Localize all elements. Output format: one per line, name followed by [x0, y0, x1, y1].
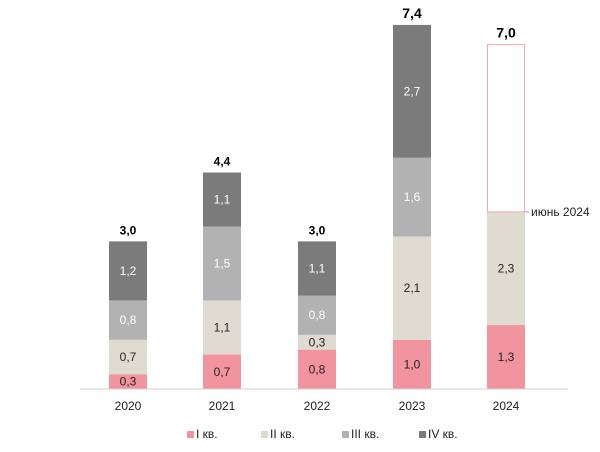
segment-value-label: 1,1	[214, 193, 231, 207]
segment-value-label: 2,3	[498, 261, 515, 275]
segment-value-label: 0,8	[309, 362, 326, 376]
total-value-label: 3,0	[120, 223, 137, 237]
segment-value-label: 0,8	[120, 313, 137, 327]
x-tick-label: 2020	[115, 399, 142, 413]
bar-segment	[298, 295, 336, 335]
x-tick-label: 2024	[493, 399, 520, 413]
bar-segment	[298, 349, 336, 389]
legend-swatch	[261, 431, 268, 438]
bar-segment	[298, 241, 336, 296]
legend-swatch	[342, 431, 349, 438]
segment-value-label: 1,3	[498, 350, 515, 364]
segment-value-label: 2,1	[404, 281, 421, 295]
legend-label: III кв.	[351, 427, 379, 441]
bar-segment	[109, 300, 147, 340]
annotation-label: июнь 2024	[531, 205, 590, 219]
segment-value-label: 1,1	[309, 261, 326, 275]
bar-segment	[203, 354, 241, 389]
segment-value-label: 0,7	[120, 350, 137, 364]
bar-segment	[298, 334, 336, 350]
target-remaining-outline	[487, 44, 525, 213]
segment-value-label: 0,3	[309, 335, 326, 349]
bar-segment	[393, 24, 431, 158]
segment-value-label: 1,0	[404, 357, 421, 371]
total-value-label: 3,0	[309, 223, 326, 237]
bar-segment	[203, 226, 241, 301]
total-value-label: 7,4	[402, 5, 422, 21]
segment-value-label: 0,8	[309, 308, 326, 322]
segment-value-label: 0,7	[214, 365, 231, 379]
legend-label: IV кв.	[428, 427, 458, 441]
bar-segment	[393, 236, 431, 340]
bar-segment	[203, 172, 241, 227]
x-tick-labels: 2020 2021 2022 2023 2024	[115, 399, 520, 413]
x-tick-label: 2023	[399, 399, 426, 413]
bar-segment	[109, 339, 147, 375]
bar-segment	[487, 211, 525, 326]
legend-label: I кв.	[196, 427, 218, 441]
segment-value-label: 1,6	[404, 190, 421, 204]
segment-value-label: 2,7	[404, 84, 421, 98]
bar-segment	[109, 374, 147, 389]
x-tick-label: 2022	[304, 399, 331, 413]
bar-segment	[393, 157, 431, 237]
total-value-label: 4,4	[214, 155, 231, 169]
bars-layer	[109, 24, 525, 389]
segment-value-label: 1,5	[214, 257, 231, 271]
segment-value-label: 1,1	[214, 321, 231, 335]
legend-swatch	[187, 431, 194, 438]
legend: I кв. II кв. III кв. IV кв.	[187, 427, 458, 441]
legend-label: II кв.	[270, 427, 295, 441]
total-value-label: 7,0	[496, 25, 516, 41]
bar-segment	[487, 325, 525, 389]
bar-segment	[393, 339, 431, 389]
bar-segment	[109, 241, 147, 301]
legend-swatch	[419, 431, 426, 438]
x-tick-label: 2021	[209, 399, 236, 413]
segment-value-label: 1,2	[120, 264, 137, 278]
bar-segment	[203, 300, 241, 355]
labels-layer: 0,3 0,7 0,8 1,2 3,0 0,7 1,1 1,5 1,1 4,4 0,8 0,3 0,8 1…	[120, 5, 590, 389]
segment-value-label: 0,3	[120, 375, 137, 389]
